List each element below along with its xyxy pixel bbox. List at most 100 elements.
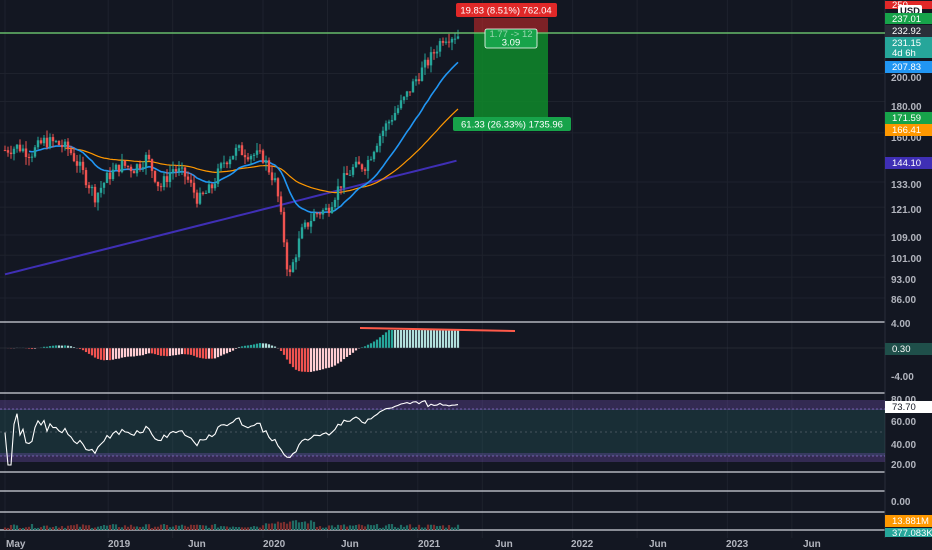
volume-bar xyxy=(369,525,373,530)
volume-bar xyxy=(162,524,166,530)
x-label-10: Jun xyxy=(803,539,821,550)
volume-bar xyxy=(240,527,244,530)
candle-body xyxy=(447,41,451,43)
price-axis[interactable]: 200.00 180.00 160.00 133.00 121.00 109.0… xyxy=(891,73,922,508)
candle-body xyxy=(267,160,271,173)
volume-bar xyxy=(33,527,37,530)
time-axis[interactable]: May 2019 Jun 2020 Jun 2021 Jun 2022 Jun … xyxy=(0,538,932,550)
macd-divergence-line[interactable] xyxy=(359,327,516,332)
macd-bar xyxy=(450,330,454,348)
candle-body xyxy=(261,150,265,163)
candle-body xyxy=(291,262,295,273)
volume-bar xyxy=(324,527,328,530)
candle-body xyxy=(162,176,166,188)
tag-171: 171.59 xyxy=(892,113,921,124)
tag-macd: 0.30 xyxy=(892,344,911,355)
volume-bar xyxy=(198,525,202,530)
candle-body xyxy=(363,169,367,171)
macd-bar xyxy=(42,346,46,348)
macd-bar xyxy=(114,348,118,359)
volume-bar xyxy=(78,526,82,530)
volume-bar xyxy=(438,525,442,530)
tick-109: 109.00 xyxy=(891,233,922,244)
volume-bar xyxy=(84,525,88,530)
candle-body xyxy=(390,120,394,122)
macd-bar xyxy=(243,345,247,348)
macd-bar xyxy=(426,330,430,348)
macd-bar xyxy=(357,348,361,349)
macd-bar xyxy=(315,348,319,371)
tag-rsi: 73.70 xyxy=(892,402,916,413)
candle-body xyxy=(369,159,373,161)
volume-bar xyxy=(39,527,43,530)
volume-bar xyxy=(411,527,415,530)
candle-body xyxy=(456,36,460,39)
volume-bar xyxy=(303,521,307,530)
macd-bar xyxy=(159,348,163,356)
macd-bar xyxy=(93,348,97,358)
rsi-line xyxy=(4,400,459,466)
macd-bar xyxy=(246,345,250,348)
volume-bar xyxy=(291,520,295,530)
volume-bar xyxy=(45,525,49,530)
x-label-9: 2023 xyxy=(726,539,749,550)
volume-bar xyxy=(318,526,322,530)
volume-bar xyxy=(270,523,274,530)
candle-body xyxy=(237,145,241,148)
x-label-2: Jun xyxy=(188,539,206,550)
candle-body xyxy=(186,176,190,180)
macd-bar xyxy=(444,330,448,348)
macd-bar xyxy=(117,348,121,359)
volume-bar xyxy=(117,527,121,530)
volume-bar xyxy=(351,525,355,530)
volume-bar xyxy=(258,527,262,530)
candle-body xyxy=(438,41,442,52)
candle-body xyxy=(228,159,232,165)
macd-bar xyxy=(33,348,37,349)
macd-bar xyxy=(279,348,283,352)
volume-bar xyxy=(231,526,235,530)
volume-bar xyxy=(69,525,73,530)
macd-bar xyxy=(384,332,388,348)
macd-bar xyxy=(294,348,298,370)
candle-body xyxy=(297,238,301,258)
macd-bar xyxy=(447,330,451,348)
candle-body xyxy=(180,167,184,169)
macd-bar xyxy=(72,347,76,348)
candle-body xyxy=(408,91,412,93)
macd-bar xyxy=(270,345,274,348)
volume-bar xyxy=(171,526,175,530)
volume-bar xyxy=(228,527,232,530)
candle-body xyxy=(258,150,262,152)
macd-bar xyxy=(264,343,268,348)
candle-body xyxy=(93,186,97,203)
macd-bar xyxy=(192,348,196,356)
volume-bar xyxy=(63,527,67,530)
macd-bar xyxy=(54,345,58,348)
macd-bar xyxy=(45,346,49,348)
pane-separators xyxy=(0,0,886,550)
macd-bar xyxy=(456,330,460,348)
volume-bar xyxy=(42,525,46,530)
volume-bar xyxy=(15,525,19,530)
volume-bar xyxy=(387,524,391,530)
macd-bar xyxy=(261,343,265,348)
target-label: 61.33 (26.33%) 1735.96 xyxy=(461,120,563,131)
volume-bar xyxy=(72,525,76,530)
candle-body xyxy=(300,227,304,239)
tag-207: 207.83 xyxy=(892,62,921,73)
x-label-4: Jun xyxy=(341,539,359,550)
volume-bar xyxy=(204,525,208,530)
candle-body xyxy=(417,79,421,81)
tick-rsi-80: 80.00 xyxy=(891,395,916,406)
volume-bar xyxy=(144,524,148,530)
macd-bar xyxy=(189,348,193,355)
macd-bar xyxy=(183,348,187,355)
candle-body xyxy=(309,220,313,227)
volume-bar xyxy=(150,527,154,530)
volume-bar xyxy=(222,526,226,530)
candle-body xyxy=(450,38,454,43)
tag-207-bg xyxy=(885,61,932,73)
candle-body xyxy=(318,213,322,215)
